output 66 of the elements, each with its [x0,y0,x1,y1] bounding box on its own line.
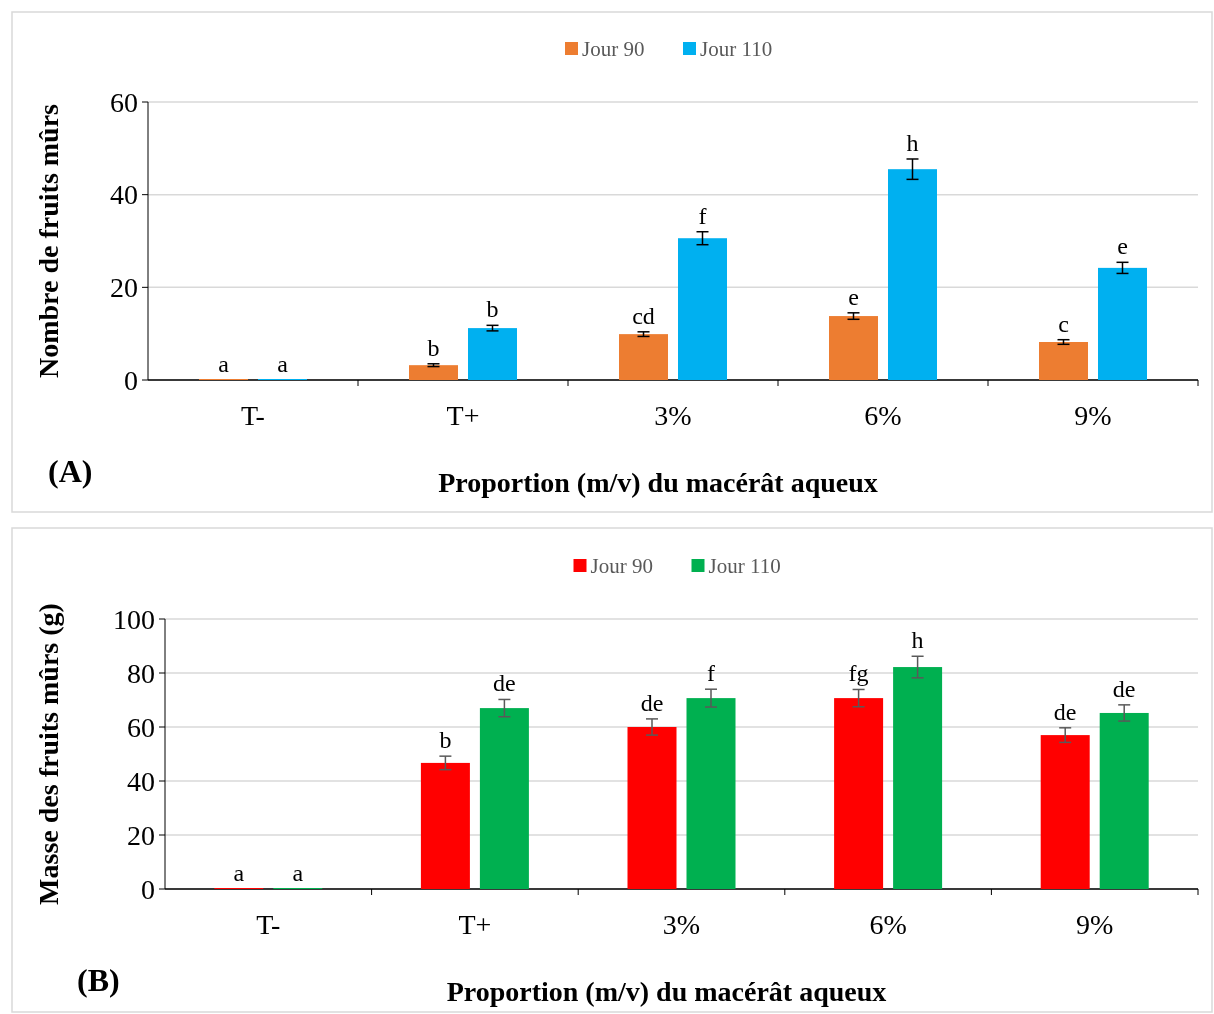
x-tick-label: 6% [864,400,902,431]
x-tick-label: 3% [662,909,701,940]
data-label: c [1058,310,1069,337]
data-label: a [233,860,245,886]
y-tick-label: 40 [127,765,155,797]
bar [409,365,458,380]
bar [893,667,943,889]
data-label: e [1117,233,1128,260]
bar [619,334,668,380]
data-label: e [848,283,859,310]
data-label: de [1112,675,1136,702]
y-tick-label: 0 [124,364,138,396]
data-label: b [439,727,452,754]
bar [420,762,470,889]
bar [468,328,517,380]
data-label: cd [632,302,655,329]
bar [834,698,884,889]
x-tick-label: 9% [1076,909,1114,940]
x-tick-label: 3% [654,400,692,431]
legend-label: Jour 90 [582,37,645,62]
x-tick-label: T- [256,909,281,940]
x-tick-label: 6% [869,909,907,940]
y-axis-title: Masse des fruits mûrs (g) [33,603,64,905]
legend-label: Jour 90 [590,554,653,579]
x-tick-label: 9% [1074,400,1112,431]
bar [479,708,529,889]
bar [888,169,937,380]
y-tick-label: 80 [127,657,155,689]
bar [1039,342,1088,380]
bar [678,238,727,380]
bar [1099,712,1149,889]
y-axis-title: Nombre de fruits mûrs [33,103,64,379]
data-label: h [911,627,924,654]
x-tick-label: T+ [446,400,480,431]
y-tick-label: 20 [110,272,138,304]
y-tick-label: 60 [110,86,138,118]
data-label: b [427,334,440,361]
y-tick-label: 20 [127,819,155,851]
bar [1040,735,1090,889]
bar [686,698,736,889]
text: (A) [48,453,93,489]
x-tick-label: T- [241,400,265,431]
x-axis-title: Proportion (m/v) du macérât aqueux [438,467,878,498]
y-tick-label: 60 [127,711,155,743]
data-label: f [707,660,715,687]
data-label: de [1053,698,1077,725]
legend-label: Jour 110 [708,554,781,579]
y-tick-label: 40 [110,179,138,211]
data-label: a [292,860,304,886]
data-label: fg [848,660,869,687]
data-label: f [698,202,707,229]
data-label: de [640,689,664,716]
y-tick-label: 100 [113,603,155,635]
x-axis-title: Proportion (m/v) du macérât aqueux [446,976,887,1007]
data-label: h [906,129,919,156]
legend-label: Jour 110 [700,37,773,62]
y-tick-label: 0 [141,873,155,905]
bar [1098,267,1147,380]
bar [627,727,677,889]
data-label: a [277,351,289,377]
bar [829,316,878,380]
text: (B) [77,962,120,998]
data-label: a [218,351,230,377]
x-tick-label: T+ [458,909,492,940]
data-label: de [493,670,516,697]
data-label: b [486,296,499,323]
